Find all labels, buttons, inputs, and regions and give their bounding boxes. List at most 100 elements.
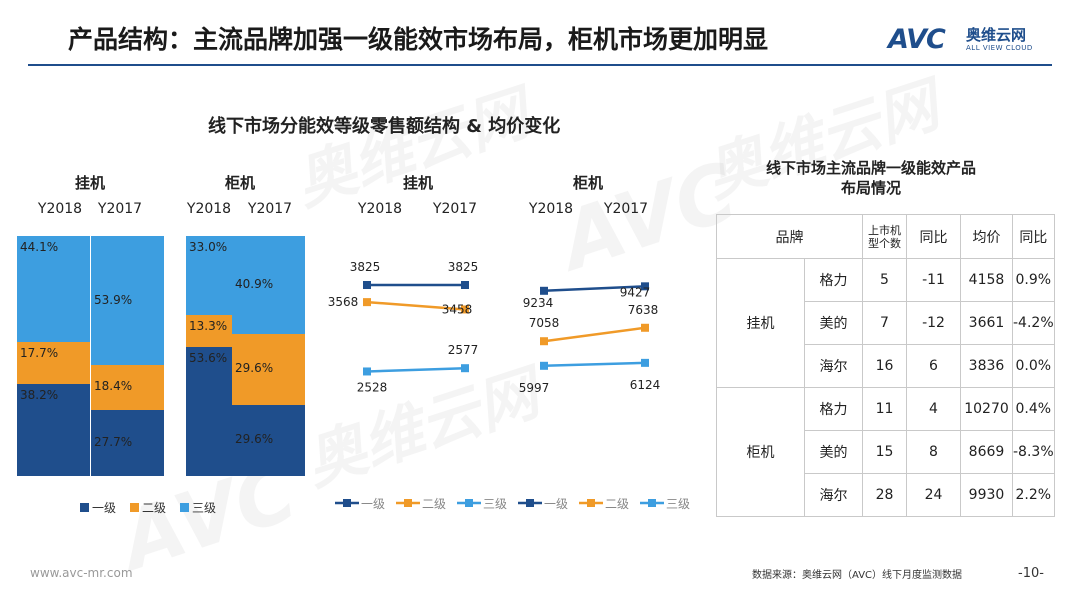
table-cell: 10270 (960, 387, 1013, 431)
data-point (540, 337, 548, 346)
data-label: 6124 (630, 378, 661, 392)
table-cell: 0.9% (1012, 258, 1055, 302)
table-cell: 美的 (804, 430, 863, 474)
table-header: 品牌 (716, 214, 863, 259)
data-label: 2528 (357, 380, 388, 394)
bar-value-label: 44.1% (20, 240, 59, 255)
table-row: 海尔 16 6 3836 0.0% (717, 344, 1055, 388)
table-cell: 8669 (960, 430, 1013, 474)
table-cell: 24 (906, 473, 961, 517)
legend-item: 一级 (80, 499, 116, 516)
logo-chinese-name: 奥维云网 (966, 26, 1027, 44)
table-cell: 28 (862, 473, 907, 517)
legend-label: 二级 (605, 497, 629, 511)
bar-value-label: 13.3% (189, 319, 228, 334)
table-cell: 格力 (804, 258, 863, 302)
legend-marker (648, 499, 656, 507)
legend-label: 二级 (422, 497, 446, 511)
data-label: 2577 (448, 343, 479, 357)
stacked-bar: 38.2% 17.7% 44.1% (17, 236, 90, 476)
data-point (540, 361, 548, 370)
table-cell: 8 (906, 430, 961, 474)
series-line (543, 285, 646, 293)
bar-value-label: 18.4% (94, 379, 133, 394)
data-point (363, 367, 371, 376)
data-point (540, 286, 548, 295)
bar-segment: 18.4% (91, 365, 164, 410)
bar-category-label: Y2017 (97, 201, 143, 217)
legend-label: 一级 (92, 501, 117, 515)
table-header: 同比 (1012, 214, 1055, 259)
series-line (366, 366, 466, 373)
bar-legend: 一级 二级 三级 (80, 499, 226, 516)
data-point (461, 364, 469, 373)
data-label: 5997 (519, 381, 550, 395)
brand-table: 品牌 上市机 型个数 同比 均价 同比 挂机 格力 5 -11 4158 0.9% 美的 7 -1… (716, 214, 1055, 517)
line-category-label: Y2017 (432, 201, 478, 217)
bar-segment: 44.1% (17, 236, 90, 342)
table-cell: 9930 (960, 473, 1013, 517)
data-point (641, 282, 649, 291)
table-cell: 格力 (804, 387, 863, 431)
table-cell: 海尔 (804, 473, 863, 517)
table-cell: 海尔 (804, 344, 863, 388)
legend-marker (404, 499, 412, 507)
bar-value-label: 40.9% (235, 276, 274, 291)
table-header: 同比 (906, 214, 961, 259)
data-label: 3458 (442, 302, 473, 316)
stacked-bar: 27.7% 18.4% 53.9% (91, 236, 164, 476)
data-point (363, 298, 371, 307)
table-header-row: 品牌 上市机 型个数 同比 均价 同比 (716, 214, 1055, 259)
bar-segment: 27.7% (91, 409, 164, 476)
data-label: 9427 (620, 285, 651, 299)
table-cell: 4 (906, 387, 961, 431)
title-divider (28, 64, 1052, 66)
bar-value-label: 27.7% (94, 434, 133, 449)
table-group-cell: 柜机 (716, 387, 805, 517)
table-title-line: 布局情况 (840, 179, 901, 197)
legend-label: 三级 (666, 497, 690, 511)
page-number: -10- (1018, 566, 1044, 581)
page-title: 产品结构：主流品牌加强一级能效市场布局，柜机市场更加明显 (68, 25, 769, 54)
table-cell: -4.2% (1012, 301, 1055, 345)
legend-marker (526, 499, 534, 507)
table-cell: 0.0% (1012, 344, 1055, 388)
bar-segment: 53.9% (91, 236, 164, 366)
table-row: 柜机 格力 11 4 10270 0.4% (716, 387, 1055, 517)
data-label: 3825 (350, 260, 381, 274)
table-cell: 7 (862, 301, 907, 345)
logo-english-name: ALL VIEW CLOUD (966, 44, 1033, 52)
line-category-label: Y2018 (357, 201, 403, 217)
footer-source: 数据来源：奥维云网（AVC）线下月度监测数据 (752, 570, 963, 581)
data-point (641, 358, 649, 367)
legend-label: 一级 (361, 497, 385, 511)
legend-item: 三级 (180, 499, 216, 516)
bar-category-label: Y2018 (37, 201, 83, 217)
table-header: 上市机 型个数 (862, 214, 907, 259)
data-label: 7058 (529, 316, 560, 330)
table-cell: -12 (906, 301, 961, 345)
footer-url: www.avc-mr.com (30, 566, 133, 580)
bar-segment: 17.7% (17, 341, 90, 385)
bar-value-label: 33.0% (189, 240, 228, 255)
bar-value-label: 53.6% (189, 351, 228, 366)
bar-group-label: 柜机 (224, 174, 256, 192)
bar-value-label: 38.2% (20, 388, 59, 403)
legend-marker (465, 499, 473, 507)
table-row: 挂机 格力 5 -11 4158 0.9% (716, 258, 1055, 388)
bar-segment: 40.9% (232, 235, 305, 334)
bar-segment: 29.6% (232, 404, 305, 476)
logo-mark: AVC (888, 24, 946, 55)
data-label: 3825 (448, 260, 479, 274)
table-cell: 3836 (960, 344, 1013, 388)
legend-item: 二级 (130, 499, 166, 516)
table-cell: 16 (862, 344, 907, 388)
table-cell: 2.2% (1012, 473, 1055, 517)
legend-swatch (180, 503, 190, 512)
series-line (543, 326, 646, 343)
header-line: 型个数 (868, 236, 901, 250)
table-cell: 6 (906, 344, 961, 388)
bar-value-label: 29.6% (235, 361, 274, 376)
bar-segment: 38.2% (17, 384, 90, 476)
table-header: 均价 (960, 214, 1013, 259)
